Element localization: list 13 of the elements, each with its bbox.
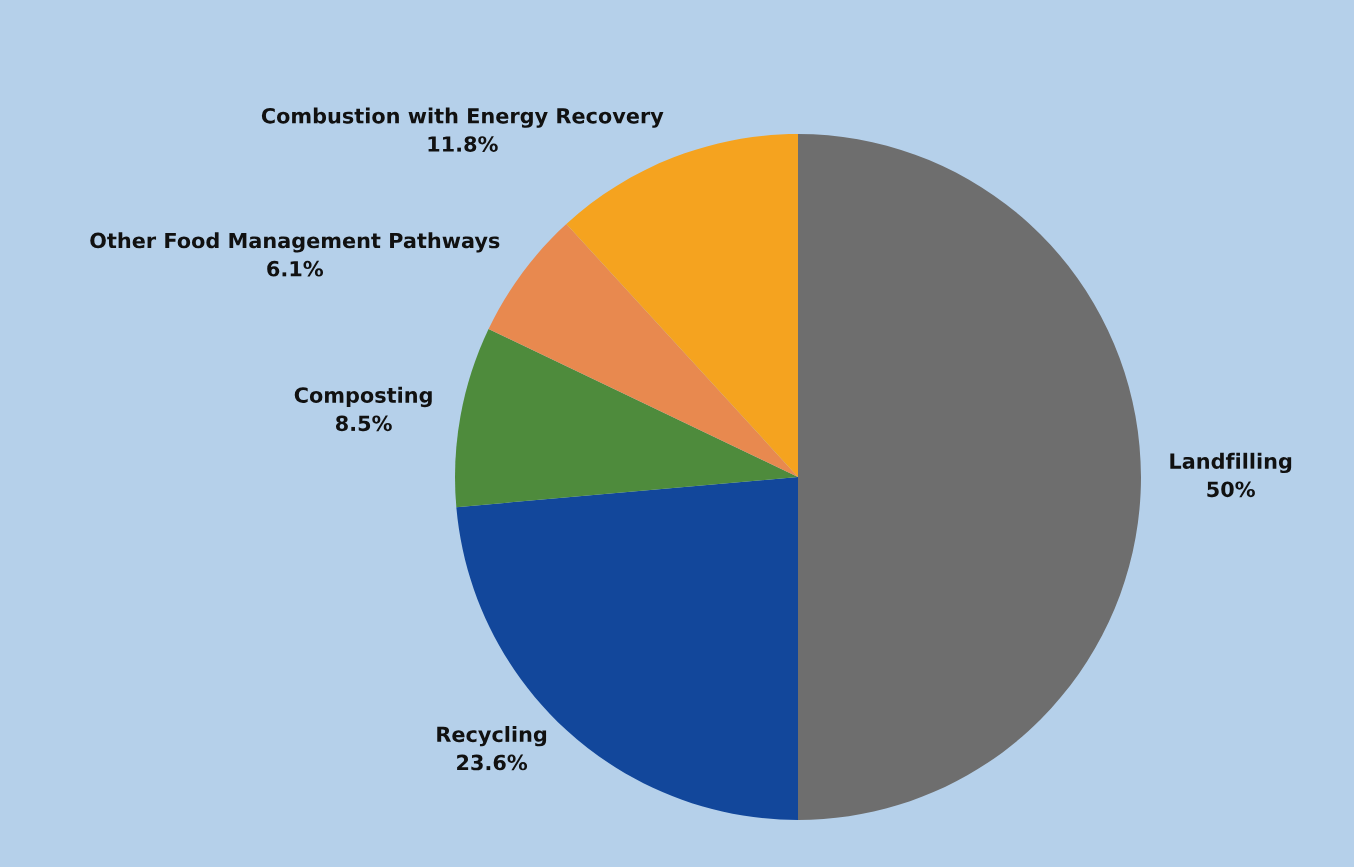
slice-label: Landfilling (1170, 452, 1292, 474)
slice-label: Combustion with Energy Recovery (261, 107, 664, 128)
pie-slice (798, 134, 1141, 820)
pie-slice (455, 329, 798, 508)
data-label: 8.5% (335, 415, 392, 432)
slice-label: Composting (294, 386, 432, 408)
data-label: 11.8% (428, 136, 498, 152)
slice-label: Recycling (437, 726, 547, 747)
pie-slice (566, 134, 798, 477)
data-label: 23.6% (457, 754, 528, 771)
data-label: 50% (1207, 481, 1255, 498)
data-label: 6.1% (267, 260, 324, 277)
slice-label: Other Food Management Pathways (90, 232, 500, 253)
